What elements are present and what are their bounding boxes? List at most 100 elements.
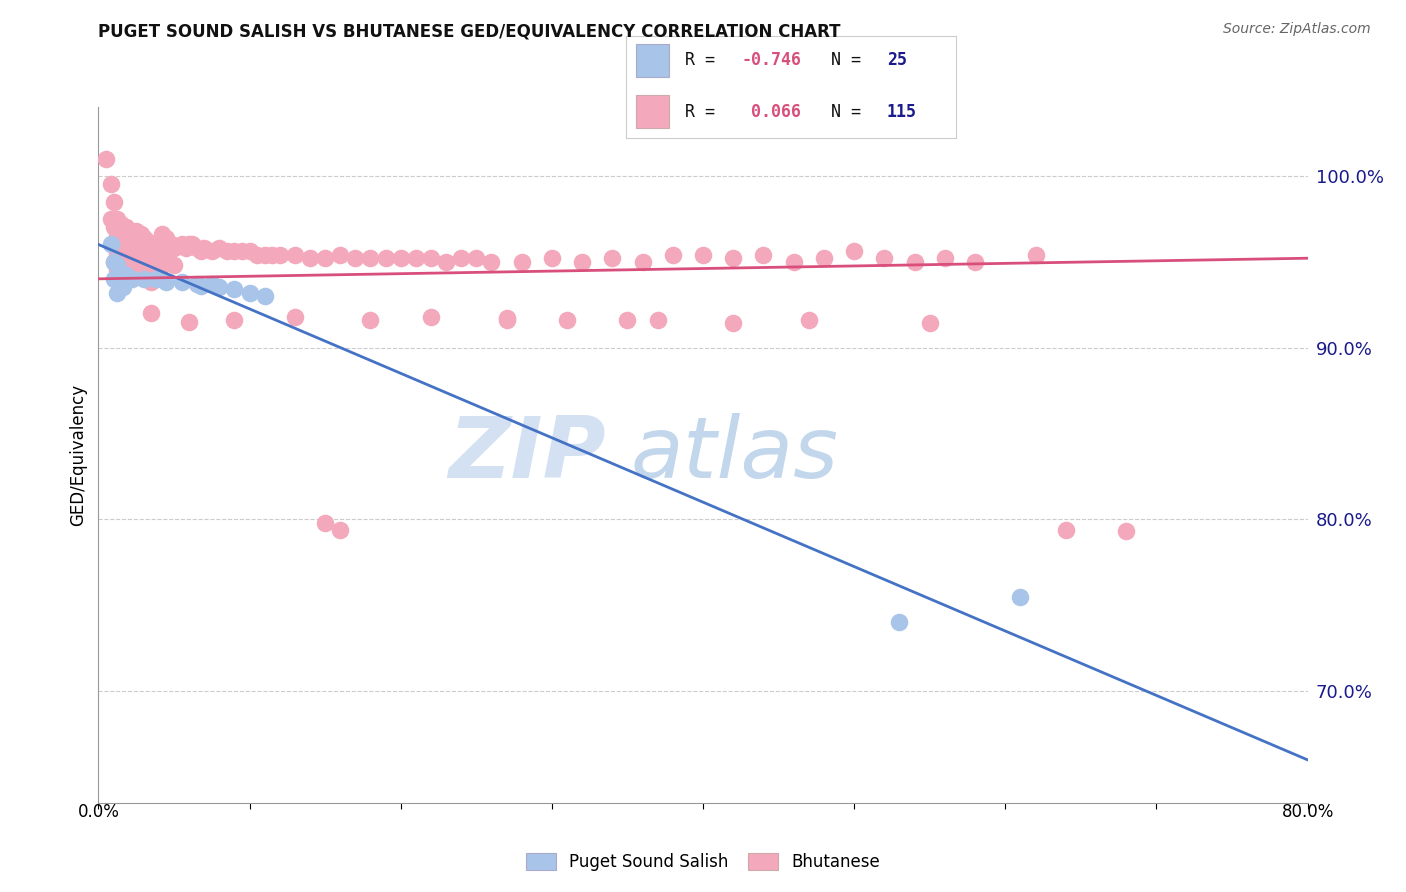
Point: [148, 244, 170, 259]
Point: [141, 258, 163, 272]
Point: [163, 258, 186, 272]
Point: [100, 178, 122, 192]
Point: [193, 241, 215, 255]
Point: [103, 254, 125, 268]
Point: [246, 248, 269, 262]
Point: [329, 248, 352, 262]
Point: [904, 254, 927, 268]
Point: [105, 228, 128, 243]
Point: [141, 237, 163, 252]
Point: [231, 244, 253, 259]
Point: [797, 313, 820, 327]
Point: [389, 251, 412, 265]
Text: -0.746: -0.746: [741, 52, 801, 70]
Point: [103, 254, 125, 268]
Point: [1115, 524, 1137, 539]
Point: [1054, 523, 1077, 537]
Point: [132, 268, 155, 283]
Point: [253, 248, 276, 262]
Point: [420, 251, 443, 265]
Point: [481, 254, 503, 268]
Point: [118, 224, 141, 238]
Point: [114, 241, 136, 255]
Point: [160, 237, 183, 252]
Text: Source: ZipAtlas.com: Source: ZipAtlas.com: [1223, 22, 1371, 37]
Point: [374, 251, 396, 265]
Point: [105, 246, 128, 260]
Point: [631, 254, 654, 268]
Text: ZIP: ZIP: [449, 413, 606, 497]
Point: [1024, 248, 1046, 262]
Point: [434, 254, 457, 268]
Point: [110, 268, 132, 283]
Point: [129, 227, 152, 242]
Point: [105, 272, 128, 286]
Point: [179, 237, 201, 252]
Point: [118, 246, 141, 260]
Point: [105, 285, 128, 300]
Point: [163, 241, 186, 255]
Point: [752, 248, 775, 262]
Point: [918, 317, 941, 331]
Point: [170, 237, 193, 252]
Point: [889, 615, 911, 630]
Point: [135, 272, 157, 286]
Text: R =: R =: [685, 103, 725, 120]
Point: [540, 251, 562, 265]
Point: [186, 277, 208, 291]
Point: [190, 244, 212, 259]
Point: [215, 244, 238, 259]
Point: [135, 234, 157, 248]
Point: [208, 241, 231, 255]
Point: [934, 251, 956, 265]
Point: [692, 248, 714, 262]
Point: [450, 251, 472, 265]
Point: [125, 244, 148, 259]
Point: [723, 317, 745, 331]
Point: [114, 220, 136, 235]
Point: [495, 311, 517, 326]
Point: [103, 272, 125, 286]
Text: N =: N =: [831, 52, 870, 70]
Point: [174, 241, 197, 255]
Point: [783, 254, 806, 268]
Point: [170, 275, 193, 289]
Point: [129, 248, 152, 262]
Point: [105, 258, 128, 272]
Point: [723, 251, 745, 265]
Point: [121, 228, 143, 243]
Point: [150, 227, 173, 242]
Point: [190, 278, 212, 293]
Point: [314, 516, 336, 530]
Point: [186, 241, 208, 255]
Point: [360, 313, 382, 327]
Point: [314, 251, 336, 265]
Text: atlas: atlas: [630, 413, 838, 497]
Point: [155, 230, 177, 244]
Point: [224, 313, 246, 327]
Point: [111, 268, 134, 283]
Point: [132, 230, 155, 244]
Point: [118, 272, 141, 286]
Point: [125, 261, 148, 276]
Point: [145, 272, 167, 286]
Point: [118, 263, 141, 277]
Point: [155, 275, 177, 289]
Point: [873, 251, 896, 265]
Point: [1010, 590, 1032, 604]
Point: [179, 315, 201, 329]
Point: [647, 313, 669, 327]
Point: [239, 244, 262, 259]
Text: 25: 25: [887, 52, 907, 70]
Point: [121, 246, 143, 260]
Text: 115: 115: [887, 103, 917, 120]
Point: [100, 237, 122, 252]
Y-axis label: GED/Equivalency: GED/Equivalency: [69, 384, 87, 526]
Point: [299, 251, 322, 265]
Point: [121, 272, 143, 286]
Text: 80.0%: 80.0%: [1281, 803, 1334, 821]
Point: [110, 251, 132, 265]
Point: [360, 251, 382, 265]
Point: [965, 254, 987, 268]
Point: [105, 211, 128, 226]
